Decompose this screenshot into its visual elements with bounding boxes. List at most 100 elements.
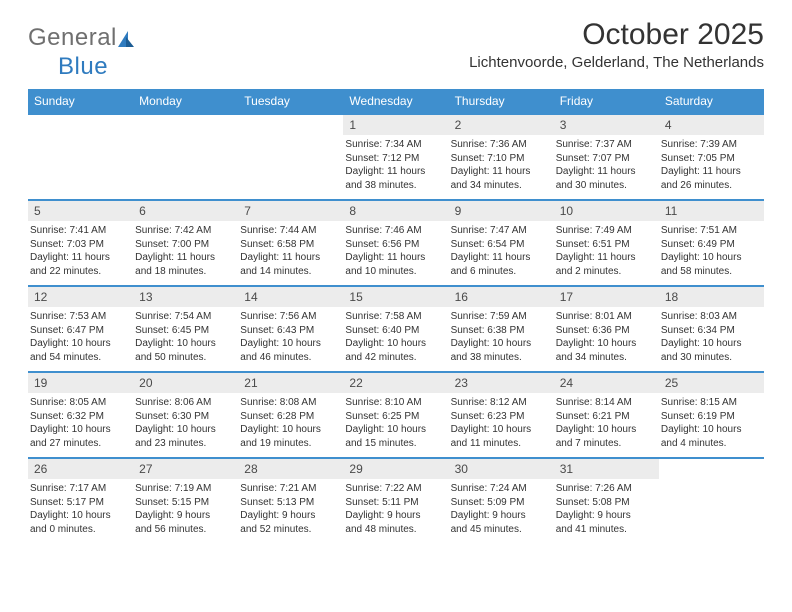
day-number: 30 [449, 459, 554, 479]
daylight-line2: and 10 minutes. [345, 265, 444, 279]
day-body: Sunrise: 8:06 AMSunset: 6:30 PMDaylight:… [133, 396, 238, 450]
sunset-text: Sunset: 6:58 PM [240, 238, 339, 252]
day-number: 9 [449, 201, 554, 221]
sunset-text: Sunset: 6:56 PM [345, 238, 444, 252]
daylight-line2: and 56 minutes. [135, 523, 234, 537]
day-number: 2 [449, 115, 554, 135]
sunset-text: Sunset: 6:45 PM [135, 324, 234, 338]
week-row: 26 Sunrise: 7:17 AMSunset: 5:17 PMDayligh… [28, 457, 764, 543]
daylight-line1: Daylight: 9 hours [556, 509, 655, 523]
day-header-wed: Wednesday [343, 89, 448, 113]
day-number: 4 [659, 115, 764, 135]
day-body: Sunrise: 7:42 AMSunset: 7:00 PMDaylight:… [133, 224, 238, 278]
day-cell: 11Sunrise: 7:51 AMSunset: 6:49 PMDayligh… [659, 201, 764, 285]
sunrise-text: Sunrise: 7:44 AM [240, 224, 339, 238]
day-cell: 26 Sunrise: 7:17 AMSunset: 5:17 PMDayligh… [28, 459, 133, 543]
day-cell [28, 115, 133, 199]
day-body: Sunrise: 7:39 AMSunset: 7:05 PMDaylight:… [659, 138, 764, 192]
sunrise-text: Sunrise: 7:26 AM [556, 482, 655, 496]
day-number: 19 [28, 373, 133, 393]
sunrise-text: Sunrise: 7:56 AM [240, 310, 339, 324]
daylight-line1: Daylight: 11 hours [451, 251, 550, 265]
daylight-line2: and 22 minutes. [30, 265, 129, 279]
calendar: Sunday Monday Tuesday Wednesday Thursday… [28, 89, 764, 543]
day-body: Sunrise: 7:17 AMSunset: 5:17 PMDaylight:… [28, 482, 133, 536]
day-cell: 16Sunrise: 7:59 AMSunset: 6:38 PMDayligh… [449, 287, 554, 371]
day-header-tue: Tuesday [238, 89, 343, 113]
daylight-line2: and 6 minutes. [451, 265, 550, 279]
day-body: Sunrise: 7:19 AMSunset: 5:15 PMDaylight:… [133, 482, 238, 536]
day-body: Sunrise: 7:22 AMSunset: 5:11 PMDaylight:… [343, 482, 448, 536]
day-number: 17 [554, 287, 659, 307]
daylight-line1: Daylight: 10 hours [451, 337, 550, 351]
sunset-text: Sunset: 6:38 PM [451, 324, 550, 338]
daylight-line2: and 34 minutes. [556, 351, 655, 365]
daylight-line1: Daylight: 10 hours [661, 423, 760, 437]
day-number: 12 [28, 287, 133, 307]
day-body: Sunrise: 7:37 AMSunset: 7:07 PMDaylight:… [554, 138, 659, 192]
sunrise-text: Sunrise: 7:42 AM [135, 224, 234, 238]
daylight-line2: and 42 minutes. [345, 351, 444, 365]
day-cell: 4 Sunrise: 7:39 AMSunset: 7:05 PMDaylight… [659, 115, 764, 199]
sunset-text: Sunset: 5:11 PM [345, 496, 444, 510]
day-body: Sunrise: 7:54 AMSunset: 6:45 PMDaylight:… [133, 310, 238, 364]
sunrise-text: Sunrise: 7:36 AM [451, 138, 550, 152]
day-number: 31 [554, 459, 659, 479]
daylight-line1: Daylight: 10 hours [135, 423, 234, 437]
day-body: Sunrise: 7:51 AMSunset: 6:49 PMDaylight:… [659, 224, 764, 278]
daylight-line2: and 23 minutes. [135, 437, 234, 451]
daylight-line1: Daylight: 9 hours [240, 509, 339, 523]
day-cell: 6Sunrise: 7:42 AMSunset: 7:00 PMDaylight… [133, 201, 238, 285]
daylight-line1: Daylight: 10 hours [30, 337, 129, 351]
day-number: 10 [554, 201, 659, 221]
sunrise-text: Sunrise: 8:03 AM [661, 310, 760, 324]
daylight-line1: Daylight: 10 hours [451, 423, 550, 437]
sunset-text: Sunset: 7:03 PM [30, 238, 129, 252]
sunset-text: Sunset: 5:09 PM [451, 496, 550, 510]
sunset-text: Sunset: 7:07 PM [556, 152, 655, 166]
daylight-line1: Daylight: 9 hours [451, 509, 550, 523]
day-number: 26 [28, 459, 133, 479]
day-cell: 29Sunrise: 7:22 AMSunset: 5:11 PMDayligh… [343, 459, 448, 543]
day-cell [238, 115, 343, 199]
daylight-line2: and 15 minutes. [345, 437, 444, 451]
day-header-thu: Thursday [449, 89, 554, 113]
sunrise-text: Sunrise: 8:14 AM [556, 396, 655, 410]
sunset-text: Sunset: 6:21 PM [556, 410, 655, 424]
day-cell: 13Sunrise: 7:54 AMSunset: 6:45 PMDayligh… [133, 287, 238, 371]
week-row: 19Sunrise: 8:05 AMSunset: 6:32 PMDayligh… [28, 371, 764, 457]
day-body: Sunrise: 7:26 AMSunset: 5:08 PMDaylight:… [554, 482, 659, 536]
sunset-text: Sunset: 5:08 PM [556, 496, 655, 510]
daylight-line2: and 38 minutes. [345, 179, 444, 193]
sunrise-text: Sunrise: 7:49 AM [556, 224, 655, 238]
daylight-line2: and 48 minutes. [345, 523, 444, 537]
sunrise-text: Sunrise: 7:54 AM [135, 310, 234, 324]
day-cell: 30 Sunrise: 7:24 AMSunset: 5:09 PMDayligh… [449, 459, 554, 543]
sunset-text: Sunset: 6:54 PM [451, 238, 550, 252]
daylight-line2: and 45 minutes. [451, 523, 550, 537]
day-number: 25 [659, 373, 764, 393]
month-title: October 2025 [469, 18, 764, 52]
week-row: 1Sunrise: 7:34 AMSunset: 7:12 PMDaylight… [28, 113, 764, 199]
brand-logo: General [28, 18, 134, 52]
sunrise-text: Sunrise: 7:19 AM [135, 482, 234, 496]
day-cell: 5Sunrise: 7:41 AMSunset: 7:03 PMDaylight… [28, 201, 133, 285]
daylight-line1: Daylight: 9 hours [345, 509, 444, 523]
day-body: Sunrise: 8:08 AMSunset: 6:28 PMDaylight:… [238, 396, 343, 450]
day-cell: 12Sunrise: 7:53 AMSunset: 6:47 PMDayligh… [28, 287, 133, 371]
sunrise-text: Sunrise: 7:59 AM [451, 310, 550, 324]
daylight-line1: Daylight: 10 hours [345, 423, 444, 437]
sunrise-text: Sunrise: 7:34 AM [345, 138, 444, 152]
sunrise-text: Sunrise: 7:24 AM [451, 482, 550, 496]
sunset-text: Sunset: 7:00 PM [135, 238, 234, 252]
day-number: 8 [343, 201, 448, 221]
day-cell: 7Sunrise: 7:44 AMSunset: 6:58 PMDaylight… [238, 201, 343, 285]
day-cell: 15Sunrise: 7:58 AMSunset: 6:40 PMDayligh… [343, 287, 448, 371]
day-body: Sunrise: 7:46 AMSunset: 6:56 PMDaylight:… [343, 224, 448, 278]
sunset-text: Sunset: 5:13 PM [240, 496, 339, 510]
day-body: Sunrise: 7:58 AMSunset: 6:40 PMDaylight:… [343, 310, 448, 364]
daylight-line1: Daylight: 11 hours [240, 251, 339, 265]
day-cell: 22Sunrise: 8:10 AMSunset: 6:25 PMDayligh… [343, 373, 448, 457]
day-body: Sunrise: 8:12 AMSunset: 6:23 PMDaylight:… [449, 396, 554, 450]
day-header-row: Sunday Monday Tuesday Wednesday Thursday… [28, 89, 764, 113]
